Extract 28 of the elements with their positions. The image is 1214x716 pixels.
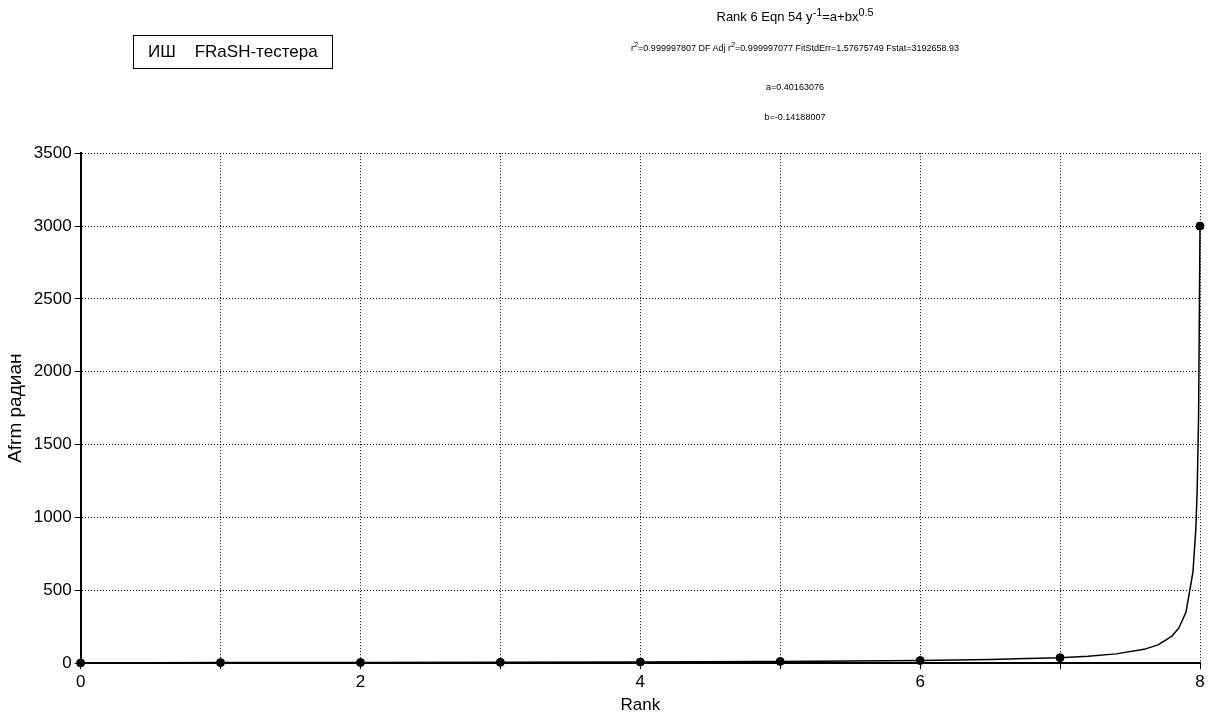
x-tick-label: 4 [635, 672, 646, 692]
y-tick-label: 500 [43, 580, 72, 600]
x-tick-label: 2 [355, 672, 366, 692]
point [1195, 221, 1205, 231]
y-tick-label: 3500 [33, 142, 72, 162]
y-tick-label: 2500 [33, 288, 72, 308]
point [775, 656, 785, 666]
point [355, 657, 365, 667]
point [1055, 653, 1065, 663]
chart-subtitle: r$^{2}$=0.999997807 DF Adj r$^{2}$=0.999997077 FitStdErr=1.57675749 Fstat=3192658.93 [629, 40, 961, 53]
y-axis-title: Afrm радиан [3, 353, 25, 463]
x-axis-title: Rank [620, 695, 661, 715]
point [216, 658, 226, 668]
x-tick-label: 8 [1195, 672, 1205, 692]
y-tick-label: 3000 [33, 215, 72, 235]
text: b=-0.14188007 [763, 112, 827, 122]
point [495, 657, 505, 667]
y-tick-label: 2000 [33, 361, 72, 381]
text: a=0.40163076 [765, 82, 825, 92]
y-tick-label: 1500 [33, 434, 72, 454]
text: ИШ FRaSH-тестера [133, 35, 333, 69]
chart-title: Rank 6 Eqn 54 y$^{-1}$=a+bx$^{0.5}$ [715, 6, 875, 25]
point [915, 656, 925, 666]
point [635, 657, 645, 667]
x-tick-label: 0 [75, 672, 86, 692]
x-tick-label: 6 [915, 672, 925, 692]
y-tick-label: 1000 [33, 507, 72, 527]
y-tick-label: 0 [62, 652, 72, 672]
